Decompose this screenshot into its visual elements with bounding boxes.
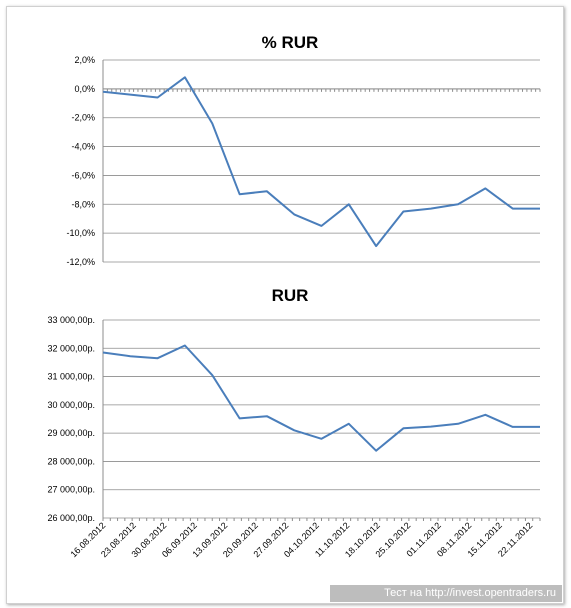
footer-watermark: Тест на http://invest.opentraders.ru [330,585,562,602]
chart1-series-line [102,76,540,248]
chart2-y-tick-label: 29 000,00р. [47,428,95,438]
chart1-y-tick-label: 0,0% [74,84,95,94]
chart2-y-tick-label: 30 000,00р. [47,400,95,410]
chart1-y-tick-label: -2,0% [71,113,95,123]
chart1-y-tick-label: -8,0% [71,199,95,209]
chart1-y-tick-label: 2,0% [74,55,95,65]
chart2-y-tick-label: 32 000,00р. [47,343,95,353]
chart2-y-tick-label: 33 000,00р. [47,315,95,325]
chart2-y-tick-label: 27 000,00р. [47,485,95,495]
chart1-y-tick-label: -12,0% [66,257,95,267]
chart1-plot: 2,0% 0,0% -2,0% -4,0% -6,0% -8,0% -10,0% -12,0% [66,55,541,267]
chart2-y-tick-label: 31 000,00р. [47,372,95,382]
chart2-plot: 33 000,00р. 32 000,00р. 31 000,00р. 30 000,… [47,315,541,559]
chart2-y-tick-label: 28 000,00р. [47,456,95,466]
chart1-y-tick-label: -6,0% [71,170,95,180]
chart-frame [6,6,564,604]
chart2-title: RUR [272,286,309,305]
chart1-y-tick-label: -10,0% [66,228,95,238]
chart1-title: % RUR [262,33,319,52]
chart1-y-tick-label: -4,0% [71,142,95,152]
chart2-series-line [102,344,540,452]
chart2-y-tick-label: 26 000,00р. [47,513,95,523]
